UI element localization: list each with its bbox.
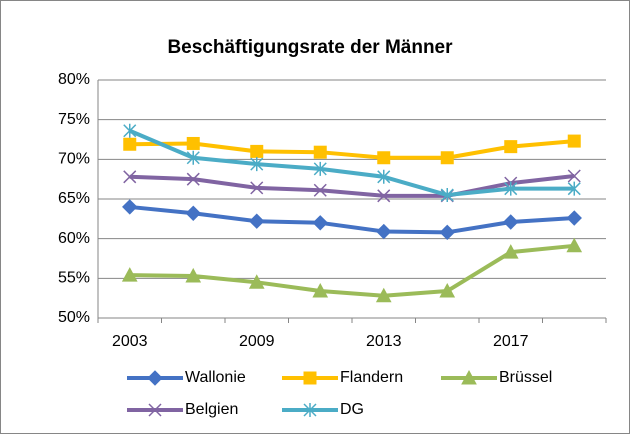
x-tick-label: 2017 (493, 333, 529, 350)
data-point (567, 181, 581, 196)
legend-marker (303, 371, 317, 385)
x-tick-label: 2013 (366, 333, 402, 350)
series-line (128, 128, 575, 198)
data-point (376, 223, 392, 240)
legend-marker (461, 369, 477, 385)
data-point (440, 188, 454, 203)
data-point (122, 199, 138, 215)
y-tick-label: 80% (58, 71, 90, 88)
chart-title: Beschäftigungsrate der Männer (167, 37, 453, 58)
data-point (250, 144, 264, 158)
legend-label: Belgien (185, 401, 238, 418)
data-point (567, 169, 581, 183)
data-point (249, 213, 265, 229)
data-point (377, 169, 391, 184)
data-point (185, 267, 202, 283)
data-point (186, 150, 200, 165)
legend-label: DG (340, 401, 364, 418)
data-point (377, 151, 391, 165)
data-point (250, 181, 264, 195)
legend-marker (147, 370, 163, 386)
data-point (185, 205, 201, 221)
data-point (121, 267, 138, 282)
series-line (129, 204, 575, 235)
data-point (377, 189, 391, 203)
data-point (313, 161, 327, 176)
data-point (504, 181, 518, 196)
legend-label: Brüssel (499, 369, 552, 386)
data-point (503, 214, 519, 230)
data-point (313, 183, 327, 197)
data-point (312, 215, 328, 231)
data-point (250, 157, 264, 172)
data-point (567, 134, 581, 148)
x-tick-label: 2009 (239, 333, 275, 350)
data-point (313, 145, 327, 159)
legend-label: Flandern (340, 369, 403, 386)
data-point (123, 137, 137, 151)
data-point (440, 151, 454, 165)
y-tick-label: 75% (58, 111, 90, 128)
data-point (186, 172, 200, 186)
data-point (186, 136, 200, 150)
data-point (439, 282, 456, 298)
data-point (248, 274, 265, 289)
data-point (123, 123, 137, 138)
legend-label: Wallonie (185, 369, 246, 386)
data-point (375, 287, 392, 303)
legend-marker (303, 403, 317, 417)
data-point (439, 224, 455, 241)
data-point (566, 237, 583, 253)
series-line (129, 243, 575, 298)
y-tick-label: 60% (58, 230, 90, 247)
series-line (129, 139, 575, 160)
data-point (566, 210, 582, 226)
legend-marker (148, 403, 162, 417)
x-tick-label: 2003 (112, 333, 148, 350)
y-tick-label: 50% (58, 309, 90, 326)
data-point (123, 170, 137, 184)
y-tick-label: 65% (58, 190, 90, 207)
data-point (502, 244, 519, 259)
data-point (504, 140, 518, 154)
y-tick-label: 55% (58, 270, 90, 287)
y-tick-label: 70% (58, 151, 90, 168)
series-line (129, 174, 575, 198)
data-point (312, 282, 329, 298)
